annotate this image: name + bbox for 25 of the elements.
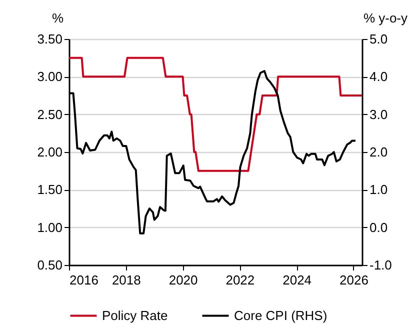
y2-tick-label: 3.0: [370, 106, 388, 122]
x-tick-label: 2020: [168, 272, 198, 288]
y-tick-label: 3.00: [37, 69, 62, 84]
y2-tick-label: 0.0: [370, 220, 388, 235]
y2-tick-label: 4.0: [370, 69, 388, 84]
y2-tick-label: 1.0: [370, 182, 388, 198]
y-tick-label: 1.00: [37, 220, 62, 235]
y2-tick-label: 2.0: [370, 144, 388, 160]
line-series: [68, 56, 363, 172]
x-tick-label: 2024: [282, 272, 312, 288]
y-tick-label: 2.50: [37, 106, 62, 122]
y2-axis-title: % y-o-y: [363, 10, 408, 26]
legend-label: Core CPI (RHS): [234, 308, 328, 323]
y2-tick-label: -1.0: [370, 258, 392, 272]
y-axis-title: %: [52, 10, 64, 26]
y2-tick-label: 5.0: [370, 32, 388, 46]
y-tick-label: 3.50: [37, 32, 62, 46]
legend-label: Policy Rate: [102, 308, 168, 323]
x-tick-label: 2016: [70, 272, 98, 288]
x-tick-label: 2022: [226, 272, 255, 288]
y-tick-label: 2.00: [37, 144, 62, 160]
y-tick-label: 1.50: [37, 182, 62, 198]
x-tick-label: 2018: [112, 272, 141, 288]
x-tick-label: 2026: [340, 272, 368, 288]
y-tick-label: 0.50: [37, 258, 62, 272]
